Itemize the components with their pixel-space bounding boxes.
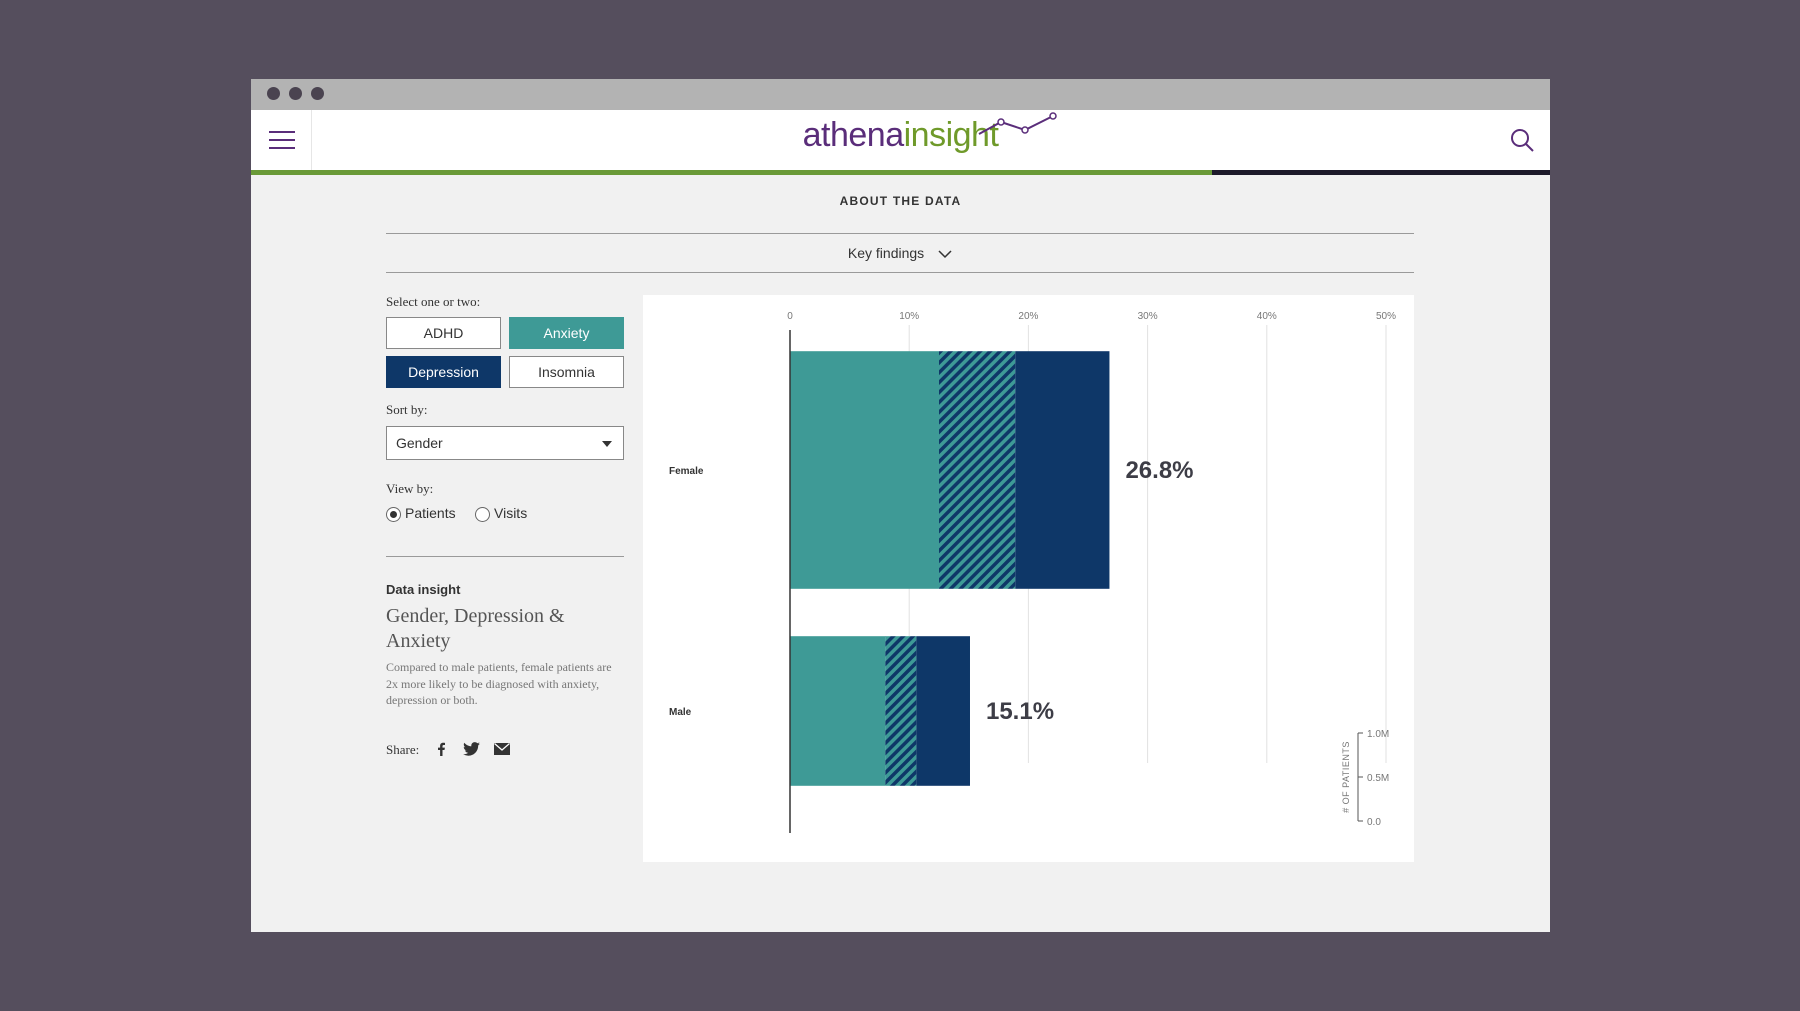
hamburger-line xyxy=(269,147,295,149)
window-dot-icon[interactable] xyxy=(311,87,324,100)
sort-select[interactable]: Gender xyxy=(386,426,624,460)
share-label: Share: xyxy=(386,742,420,757)
stacked-bar-chart: 0 10% 20% 30% 40% 50% 26.8% Female 15.1% Male 1.0M… xyxy=(669,311,1396,833)
patients-radio-label: Patients xyxy=(405,505,456,521)
window-dot-icon[interactable] xyxy=(289,87,302,100)
size-legend-tick-label: 0.0 xyxy=(1367,817,1381,828)
search-icon[interactable] xyxy=(1508,126,1536,154)
x-tick-label: 30% xyxy=(1138,311,1158,322)
reading-progress-bar xyxy=(251,170,1550,175)
chevron-down-icon xyxy=(938,250,952,258)
bar-depression xyxy=(1015,351,1110,589)
sort-label: Sort by: xyxy=(386,402,428,417)
total-data-label: 15.1% xyxy=(986,698,1054,725)
bar-anxiety xyxy=(790,636,886,786)
visits-radio-label: Visits xyxy=(494,505,528,521)
bar-depression xyxy=(916,636,970,786)
select-label: Select one or two: xyxy=(386,294,481,309)
athenainsight-logo[interactable]: athenainsight xyxy=(251,116,1550,155)
view-label: View by: xyxy=(386,481,434,496)
window-dot-icon[interactable] xyxy=(267,87,280,100)
anxiety-button[interactable]: Anxiety xyxy=(509,317,624,349)
category-label: Male xyxy=(669,707,692,718)
x-tick-label: 20% xyxy=(1018,311,1038,322)
size-legend-tick-label: 0.5M xyxy=(1367,773,1389,784)
x-tick-label: 50% xyxy=(1376,311,1396,322)
section-title: ABOUT THE DATA xyxy=(839,194,962,208)
bar-anxiety xyxy=(790,351,939,589)
window-titlebar xyxy=(251,79,1550,110)
divider xyxy=(386,556,624,557)
radio-icon xyxy=(386,506,401,522)
data-insight-label: Data insight xyxy=(386,582,461,597)
x-tick-label: 0 xyxy=(787,311,793,322)
key-findings-label: Key findings xyxy=(847,245,925,261)
logo-spark-icon xyxy=(978,112,1057,135)
bar-both xyxy=(939,351,1016,589)
key-findings-toggle[interactable]: Key findings xyxy=(386,233,1414,273)
depression-button[interactable]: Depression xyxy=(386,356,501,388)
radio-icon xyxy=(475,506,490,522)
email-icon[interactable] xyxy=(494,743,510,755)
progress-fill xyxy=(251,170,1213,175)
site-header: athenainsight xyxy=(251,110,1550,170)
insomnia-button[interactable]: Insomnia xyxy=(509,356,624,388)
logo-text-insight: insight xyxy=(903,116,999,154)
x-tick-label: 40% xyxy=(1257,311,1277,322)
logo-text-athena: athena xyxy=(802,116,905,154)
size-legend-tick-label: 1.0M xyxy=(1367,729,1389,740)
insight-title: Gender, Depression & Anxiety xyxy=(386,605,565,652)
hamburger-icon xyxy=(269,131,295,133)
browser-window: athenainsight ABOUT THE DATA Key finding… xyxy=(251,79,1550,932)
x-tick-label: 10% xyxy=(899,311,919,322)
patients-radio[interactable]: Patients xyxy=(386,505,456,522)
chart-panel: 0 10% 20% 30% 40% 50% 26.8% Female 15.1% Male 1.0M… xyxy=(643,295,1414,862)
twitter-icon[interactable] xyxy=(463,742,480,756)
insight-body: Compared to male patients, female patien… xyxy=(386,660,612,707)
hamburger-menu-button[interactable] xyxy=(251,110,312,170)
category-label: Female xyxy=(669,466,704,477)
total-data-label: 26.8% xyxy=(1125,457,1193,484)
adhd-button[interactable]: ADHD xyxy=(386,317,501,349)
sort-value: Gender xyxy=(396,435,443,451)
visits-radio[interactable]: Visits xyxy=(475,505,527,522)
bar-both xyxy=(885,636,917,786)
facebook-icon[interactable] xyxy=(436,742,446,756)
hamburger-line xyxy=(269,139,295,141)
size-legend-label: # OF PATIENTS xyxy=(1341,741,1351,813)
caret-down-icon xyxy=(602,441,612,447)
